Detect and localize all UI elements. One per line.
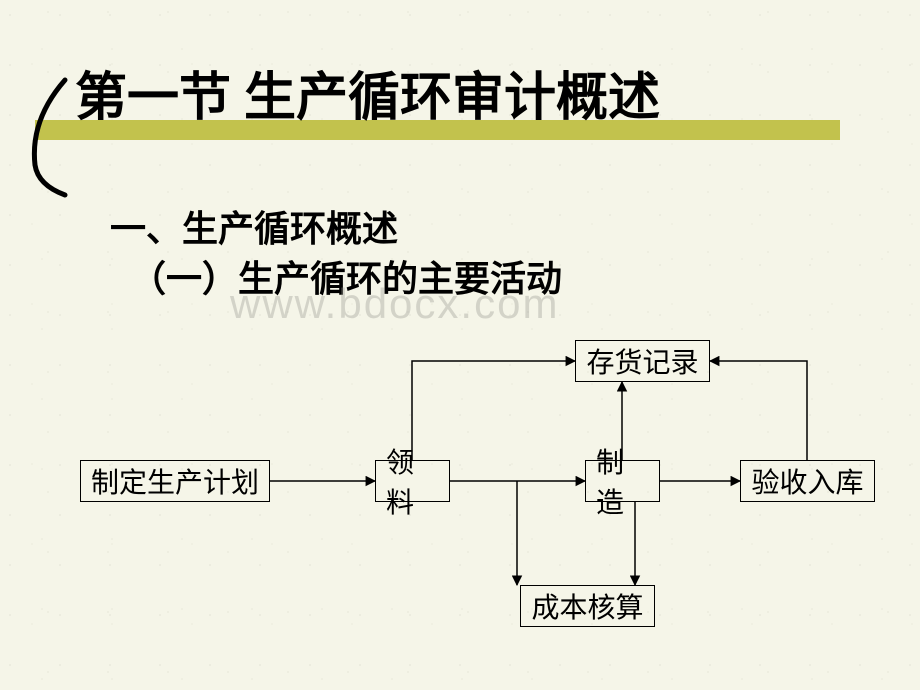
node-cost: 成本核算	[520, 585, 655, 627]
node-receive: 验收入库	[740, 460, 875, 502]
node-stock: 存货记录	[575, 340, 710, 382]
page-title: 第一节 生产循环审计概述	[75, 55, 880, 130]
edge-receive-stock	[710, 361, 807, 460]
node-pick: 领料	[375, 460, 450, 502]
node-make: 制造	[585, 460, 660, 502]
flowchart: 制定生产计划 领料 制造 验收入库 存货记录成本核算	[0, 320, 920, 670]
title-swoosh-icon	[10, 70, 90, 200]
node-plan: 制定生产计划	[80, 460, 270, 502]
subheading-1: 一、生产循环概述	[110, 200, 398, 252]
